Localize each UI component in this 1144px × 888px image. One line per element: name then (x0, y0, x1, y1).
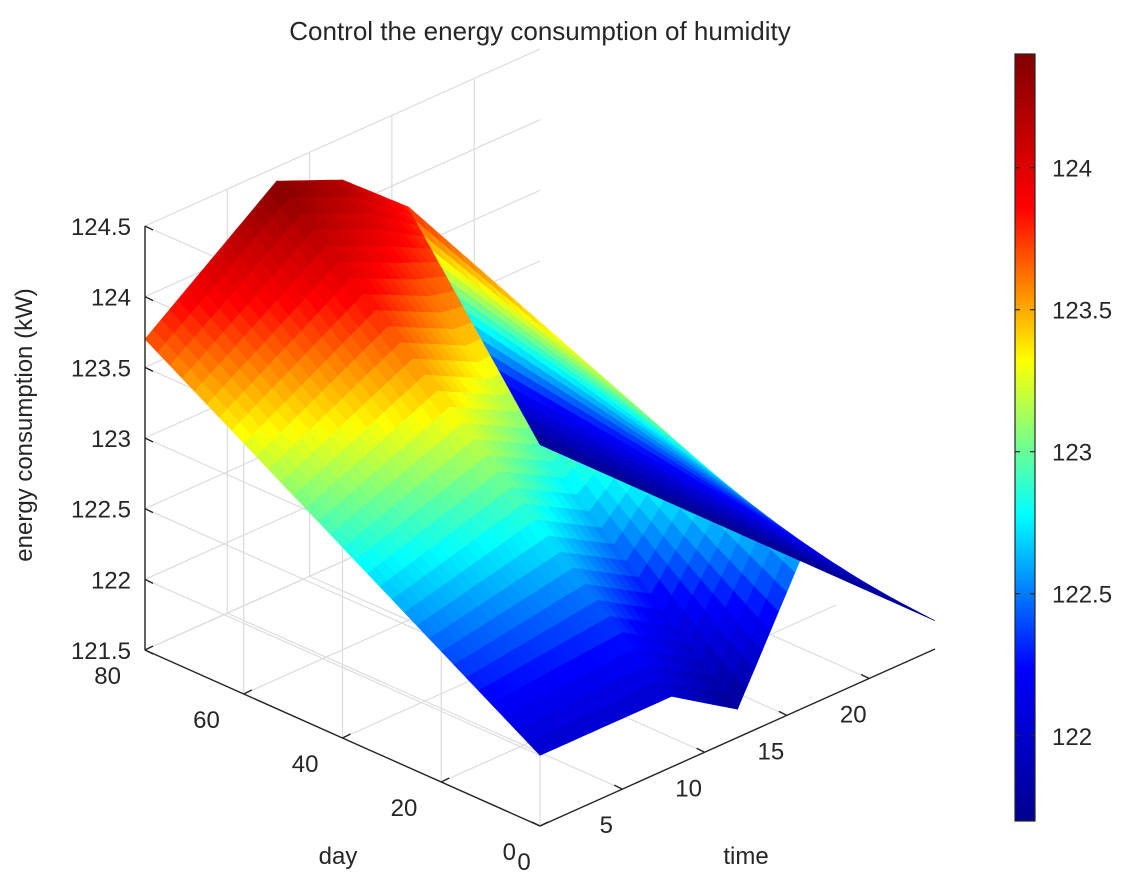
time-tick-label: 0 (517, 849, 530, 876)
time-tick-mark (696, 747, 705, 753)
day-tick-label: 40 (292, 751, 319, 778)
day-tick-mark (243, 689, 253, 695)
time-tick-label: 15 (758, 738, 785, 765)
energy-tick-label: 124.5 (71, 214, 131, 241)
energy-tick-label: 123 (91, 426, 131, 453)
day-tick-label: 20 (391, 795, 418, 822)
energy-tick-label: 122.5 (71, 497, 131, 524)
energy-tick-mark (144, 578, 154, 584)
y-axis-label: day (319, 843, 358, 870)
colorbar-gradient (1014, 53, 1036, 822)
day-tick-mark (144, 645, 154, 651)
time-tick-label: 5 (600, 812, 613, 839)
energy-tick-mark (144, 508, 154, 514)
day-tick-label: 80 (94, 663, 121, 690)
colorbar: 122 122.5 123 123.5 124 (1014, 53, 1112, 822)
energy-tick-mark (144, 649, 154, 655)
energy-tick-mark (144, 225, 154, 231)
colorbar-tick-label: 123 (1052, 440, 1092, 467)
energy-tick-label: 124 (91, 285, 131, 312)
grid-line-energy-left (144, 578, 541, 756)
colorbar-tick-label: 124 (1052, 156, 1092, 183)
energy-tick-mark (144, 296, 154, 302)
time-tick-label: 10 (675, 775, 702, 802)
surface-patch (877, 592, 899, 605)
energy-tick-label: 121.5 (71, 638, 131, 665)
colorbar-ticks: 122 122.5 123 123.5 124 (1015, 156, 1112, 751)
tick-marks (144, 225, 870, 827)
colorbar-tick-label: 122 (1052, 724, 1092, 751)
day-tick-mark (539, 821, 549, 827)
energy-tick-mark (144, 437, 154, 443)
colorbar-tick-label: 122.5 (1052, 582, 1112, 609)
z-axis-label: energy consumption (kW) (11, 288, 38, 561)
time-tick-mark (778, 710, 788, 717)
day-tick-mark (342, 733, 351, 739)
surface-plot (144, 179, 936, 756)
time-tick-mark (860, 673, 870, 680)
chart-title: Control the energy consumption of humidi… (289, 16, 791, 46)
time-tick-mark (613, 784, 623, 790)
day-tick-mark (440, 777, 450, 783)
energy-tick-label: 123.5 (71, 355, 131, 382)
day-tick-label: 60 (193, 707, 220, 734)
time-tick-mark (531, 821, 541, 827)
surface-patch (531, 429, 554, 451)
colorbar-tick-label: 123.5 (1052, 298, 1112, 325)
energy-tick-label: 122 (91, 567, 131, 594)
day-tick-label: 0 (503, 839, 516, 866)
time-tick-label: 20 (840, 702, 867, 729)
x-axis-label: time (723, 843, 768, 870)
energy-tick-mark (144, 366, 154, 372)
grid-line-energy-right (144, 48, 541, 227)
